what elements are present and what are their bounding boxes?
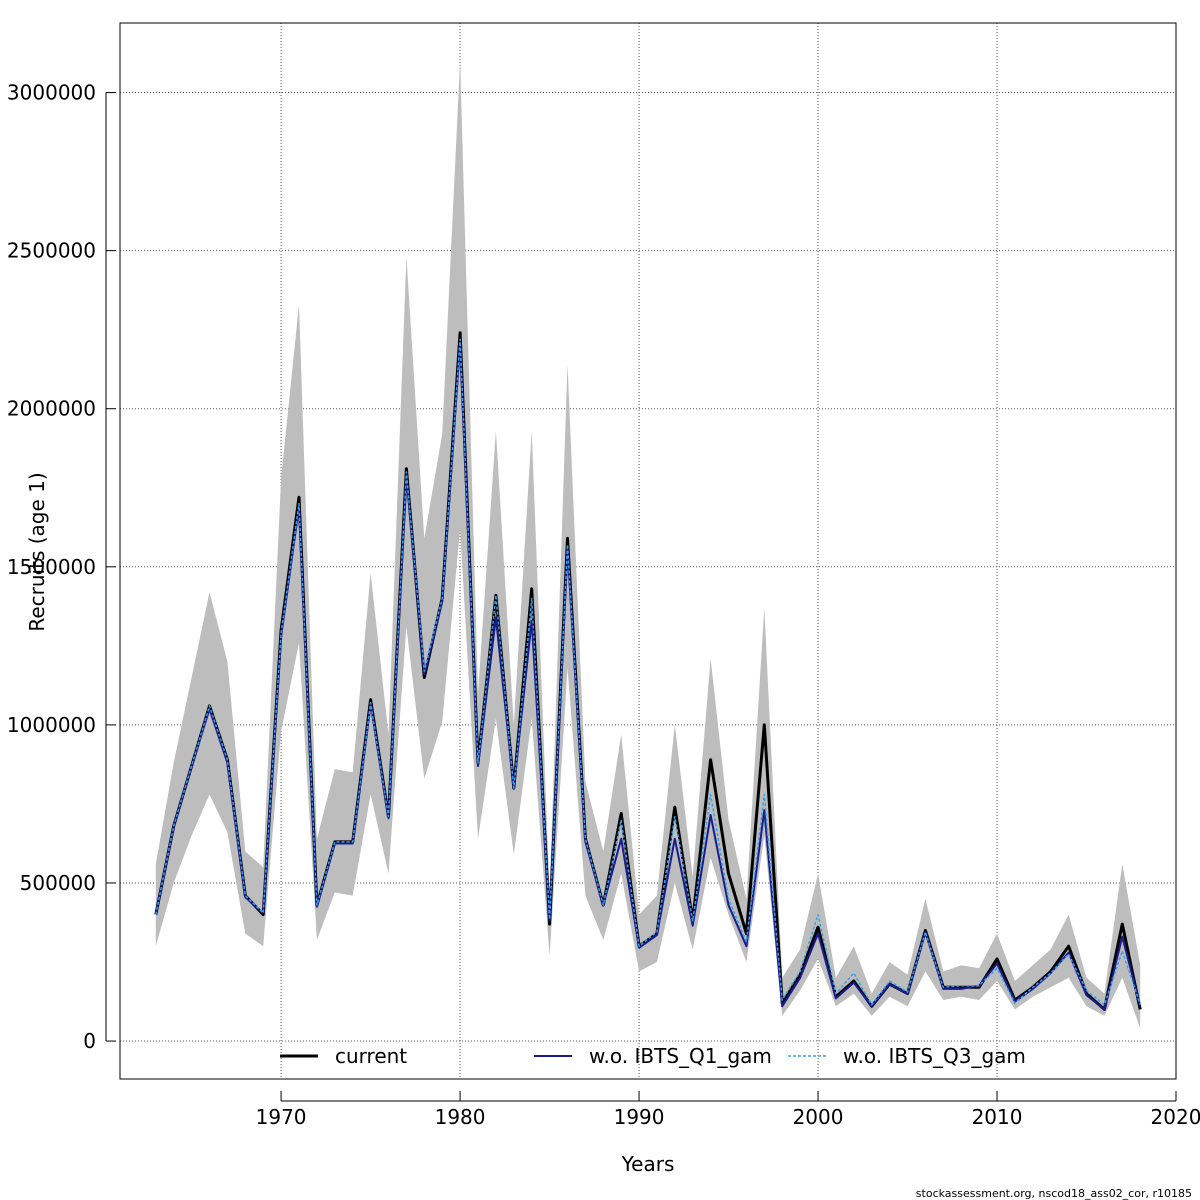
x-tick-label: 2000: [793, 1105, 844, 1129]
series-lines: [154, 331, 1142, 1011]
x-tick-label: 1970: [256, 1105, 307, 1129]
legend-label: w.o. IBTS_Q1_gam: [589, 1044, 772, 1068]
x-axis-title: Years: [621, 1152, 675, 1176]
y-axis-title: Recruits (age 1): [25, 472, 49, 631]
footer-credit: stockassessment.org, nscod18_ass02_cor, …: [916, 1187, 1192, 1200]
x-tick-label: 1980: [435, 1105, 486, 1129]
legend-label: w.o. IBTS_Q3_gam: [843, 1044, 1026, 1068]
legend-label: current: [335, 1044, 407, 1068]
y-tick-label: 2500000: [7, 239, 96, 263]
y-tick-label: 500000: [20, 871, 96, 895]
y-axis: 0 500000 1000000 1500000 2000000 2500000 30000…: [7, 81, 116, 1053]
y-tick-label: 1000000: [7, 713, 96, 737]
y-tick-label: 1500000: [7, 555, 96, 579]
confidence-band: [155, 60, 1141, 1029]
grid-lines: [120, 23, 1177, 1079]
x-axis: 1970 1980 1990 2000 2010 2020: [256, 1091, 1200, 1129]
y-tick-label: 2000000: [7, 397, 96, 421]
y-tick-label: 0: [83, 1029, 96, 1053]
x-tick-label: 2020: [1151, 1105, 1200, 1129]
y-tick-label: 3000000: [7, 81, 96, 105]
plot-frame: [119, 22, 1177, 1080]
x-tick-label: 1990: [614, 1105, 665, 1129]
x-tick-label: 2010: [972, 1105, 1023, 1129]
legend: current w.o. IBTS_Q1_gam w.o. IBTS_Q3_gam: [280, 1044, 1026, 1068]
